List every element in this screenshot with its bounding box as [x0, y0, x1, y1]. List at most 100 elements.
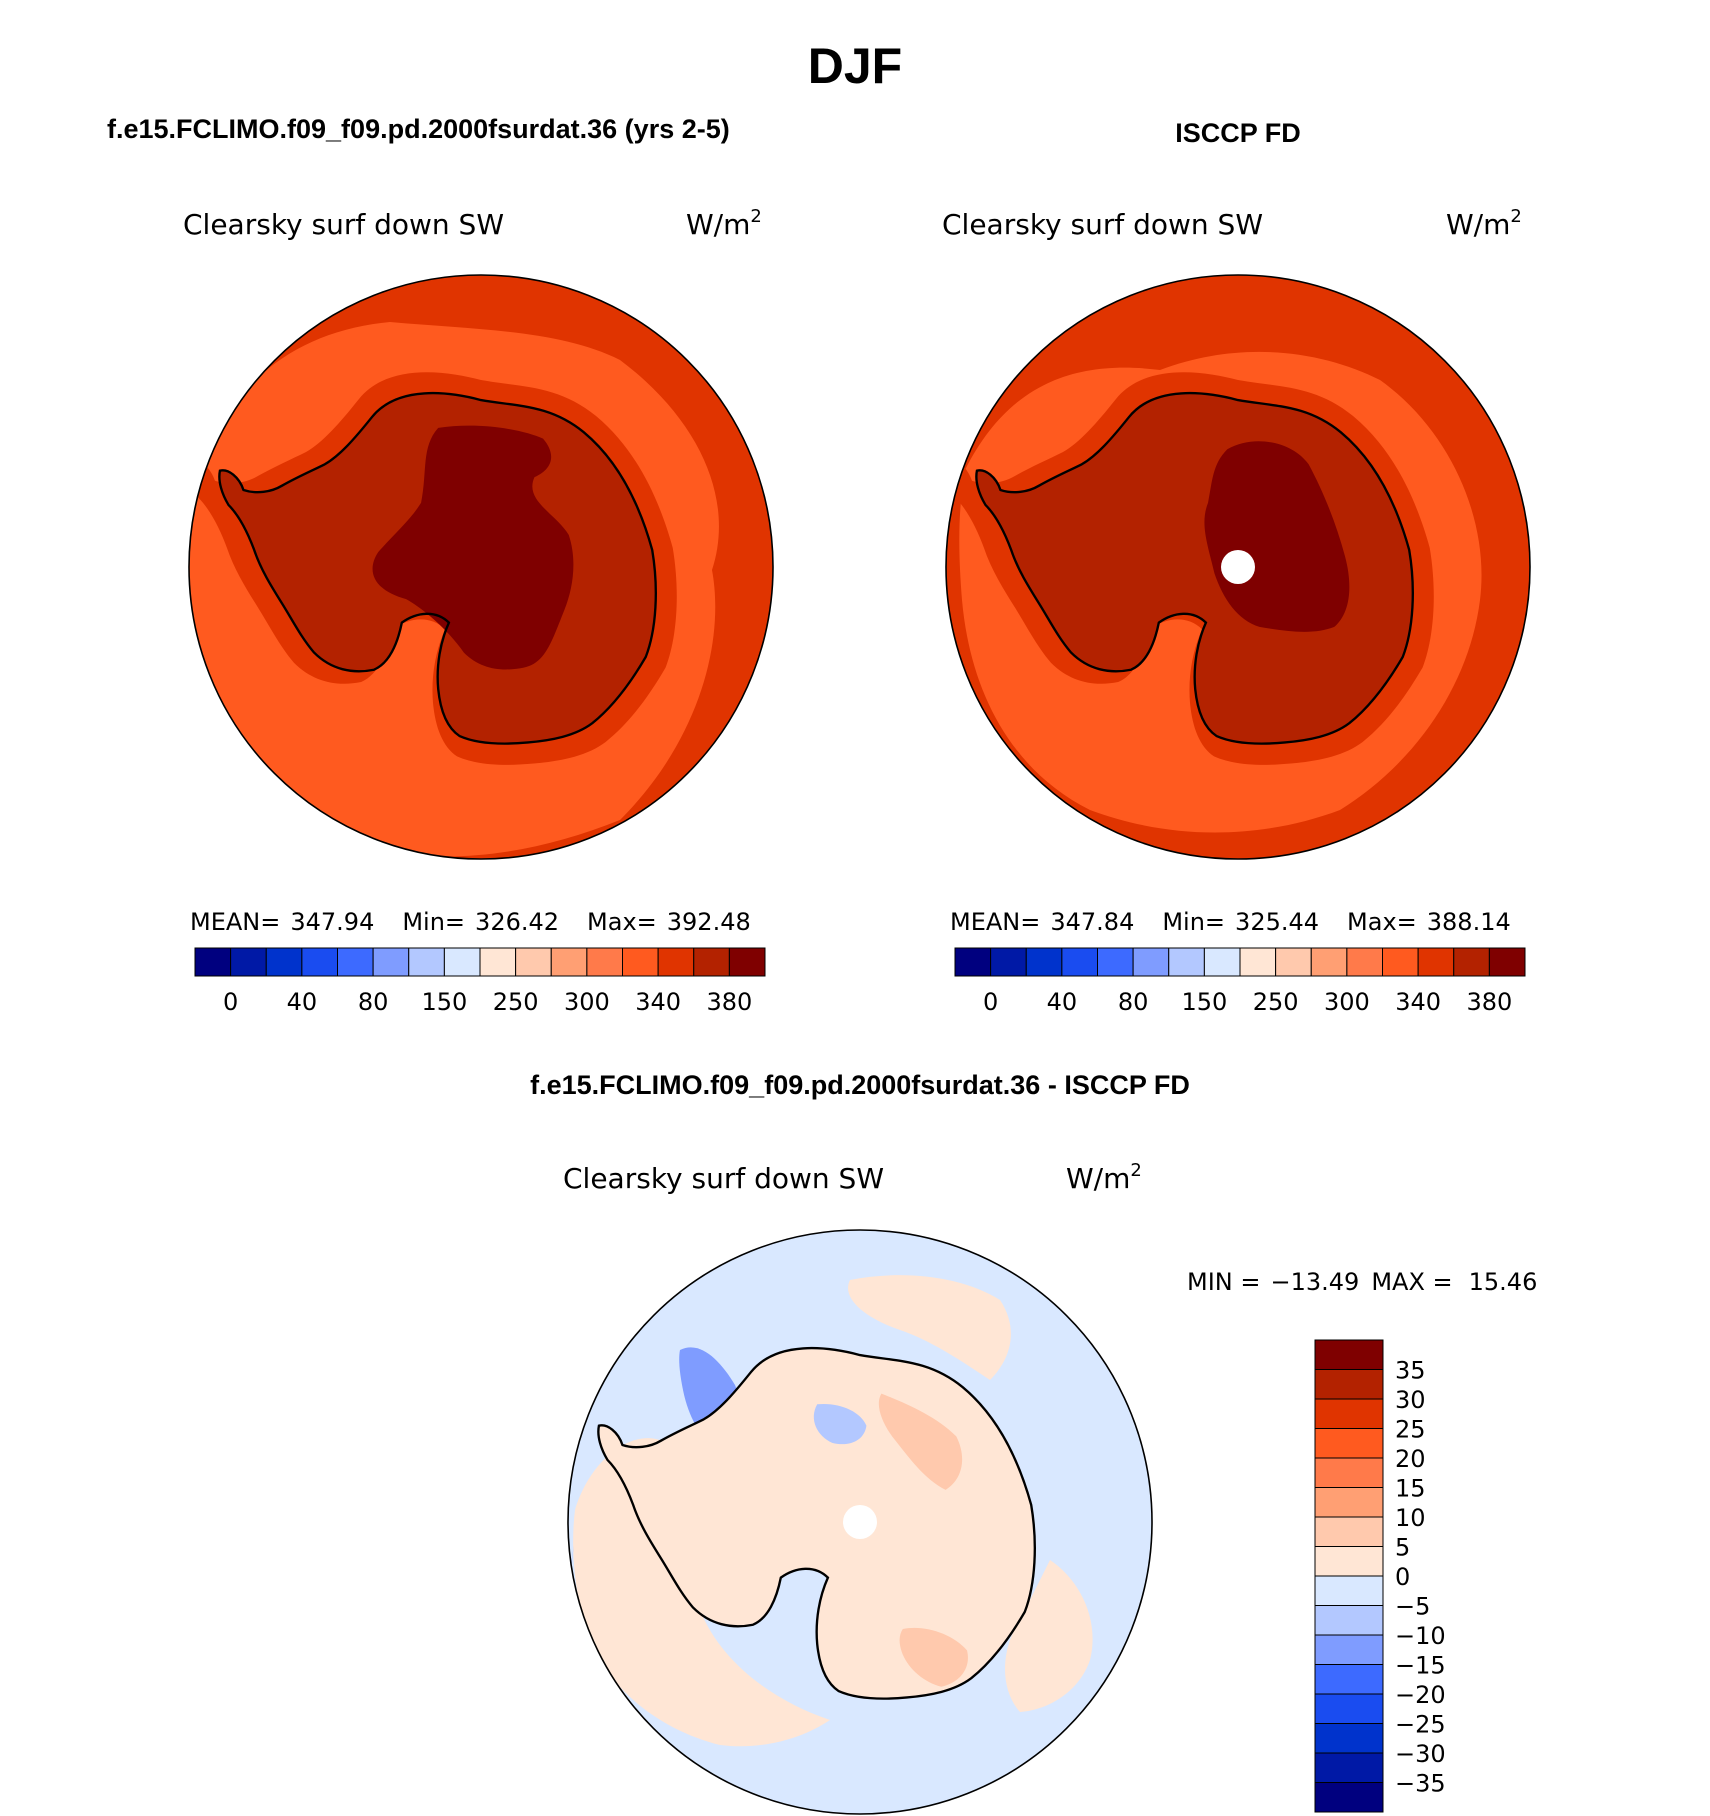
- diff-colorbar-label: 10: [1395, 1504, 1426, 1532]
- obs-colorbar-box: [954, 947, 992, 977]
- diff-map: [568, 1230, 1152, 1814]
- model-colorbar-label: 380: [706, 988, 752, 1016]
- diff-colorbar-label: −5: [1395, 1593, 1430, 1621]
- obs-colorbar-box: [1453, 947, 1490, 977]
- obs-colorbar-box: [1132, 947, 1170, 977]
- diff-units-label: W/m2: [1066, 1160, 1142, 1195]
- model-colorbar-box: [693, 947, 730, 977]
- model-variable-label: Clearsky surf down SW: [183, 208, 504, 241]
- model-colorbar-box: [408, 947, 445, 977]
- model-colorbar-label: 250: [493, 988, 539, 1016]
- model-stats: MEAN= 347.94 Min= 326.42 Max= 392.48: [190, 908, 751, 936]
- obs-colorbar-box: [1346, 947, 1383, 977]
- diff-colorbar-label: −35: [1395, 1770, 1446, 1798]
- obs-colorbar-box: [1097, 947, 1134, 977]
- obs-missing-pole: [1221, 550, 1255, 584]
- model-colorbar-box: [622, 947, 659, 977]
- model-plateau: [372, 425, 574, 670]
- diff-antarctica-neg: [813, 1403, 867, 1445]
- obs-colorbar-label: 80: [1118, 988, 1149, 1016]
- obs-colorbar-box: [1488, 947, 1526, 977]
- diff-missing-pole: [843, 1505, 877, 1539]
- model-colorbar-box: [301, 947, 338, 977]
- obs-colorbar-box: [1417, 947, 1455, 977]
- diff-colorbar-label: −25: [1395, 1711, 1446, 1739]
- diff-colorbar-label: 25: [1395, 1416, 1426, 1444]
- model-map-border: [188, 274, 774, 860]
- obs-colorbar-box: [1061, 947, 1098, 977]
- diff-stats: MIN = −13.49 MAX = 15.46: [1187, 1268, 1537, 1296]
- diff-colorbar-box: [1314, 1398, 1384, 1429]
- diff-colorbar-label: 20: [1395, 1445, 1426, 1473]
- diff-panel-title: f.e15.FCLIMO.f09_f09.pd.2000fsurdat.36 -…: [530, 1070, 1190, 1100]
- model-colorbar-box: [479, 947, 517, 977]
- model-colorbar-label: 40: [287, 988, 318, 1016]
- obs-panel: Clearsky surf down SW W/m2 MEAN= 347.84 Mi…: [942, 206, 1531, 1016]
- diff-colorbar-box: [1314, 1782, 1384, 1813]
- obs-panel-title: ISCCP FD: [1175, 118, 1301, 148]
- diff-pos-region-north: [848, 1275, 1011, 1380]
- obs-variable-label: Clearsky surf down SW: [942, 208, 1263, 241]
- model-colorbar: 0 40 80 150 250 300 340 380: [194, 947, 766, 1016]
- diff-colorbar-box: [1314, 1516, 1384, 1547]
- model-colorbar-box: [372, 947, 410, 977]
- model-colorbar-box: [230, 947, 267, 977]
- obs-colorbar-box: [1025, 947, 1063, 977]
- model-colorbar-box: [586, 947, 623, 977]
- model-colorbar-label: 300: [564, 988, 610, 1016]
- obs-colorbar-label: 340: [1395, 988, 1441, 1016]
- diff-colorbar-label: −10: [1395, 1622, 1446, 1650]
- model-colorbar-box: [265, 947, 303, 977]
- diff-colorbar-label: 30: [1395, 1386, 1426, 1414]
- obs-colorbar: 0 40 80 150 250 300 340 380: [954, 947, 1526, 1016]
- model-units-label: W/m2: [686, 206, 762, 241]
- model-map: [189, 275, 773, 859]
- obs-colorbar-label: 380: [1466, 988, 1512, 1016]
- obs-colorbar-box: [1382, 947, 1419, 977]
- diff-antarctica-pos2: [878, 1393, 963, 1490]
- model-colorbar-label: 340: [635, 988, 681, 1016]
- diff-map-border: [567, 1229, 1153, 1815]
- model-colorbar-label: 0: [223, 988, 238, 1016]
- obs-colorbar-label: 0: [983, 988, 998, 1016]
- model-colorbar-box: [337, 947, 374, 977]
- diff-panel: Clearsky surf down SW W/m2 MIN = −13.49 MA…: [563, 1160, 1537, 1815]
- model-colorbar-box: [443, 947, 481, 977]
- obs-stats: MEAN= 347.84 Min= 325.44 Max= 388.14: [950, 908, 1511, 936]
- diff-colorbar-box: [1314, 1487, 1384, 1518]
- obs-units-label: W/m2: [1446, 206, 1522, 241]
- obs-map: [946, 275, 1530, 859]
- model-colorbar-box: [728, 947, 766, 977]
- diff-colorbar-box: [1314, 1369, 1384, 1400]
- diff-colorbar-box: [1314, 1752, 1384, 1783]
- obs-map-border: [945, 274, 1531, 860]
- diff-colorbar-label: 0: [1395, 1563, 1410, 1591]
- diff-colorbar-label: −15: [1395, 1652, 1446, 1680]
- obs-colorbar-label: 40: [1047, 988, 1078, 1016]
- diff-antarctica-pos2b: [899, 1627, 968, 1687]
- diff-colorbar-box: [1314, 1605, 1384, 1636]
- model-colorbar-box: [657, 947, 695, 977]
- obs-colorbar-label: 250: [1253, 988, 1299, 1016]
- figure-title: DJF: [808, 38, 902, 94]
- diff-pos-region-east: [1005, 1560, 1093, 1712]
- model-panel: Clearsky surf down SW W/m2 MEAN= 347.94 Mi…: [183, 206, 774, 1016]
- diff-colorbar-box: [1314, 1634, 1384, 1665]
- model-colorbar-box: [515, 947, 552, 977]
- diff-colorbar-box: [1314, 1457, 1384, 1488]
- diff-colorbar-box: [1314, 1339, 1384, 1370]
- obs-colorbar-box: [1168, 947, 1205, 977]
- model-colorbar-box: [194, 947, 232, 977]
- diff-colorbar-box: [1314, 1723, 1384, 1754]
- obs-colorbar-box: [1310, 947, 1348, 977]
- diff-colorbar-box: [1314, 1693, 1384, 1724]
- obs-colorbar-box: [1239, 947, 1277, 977]
- diff-colorbar-label: 15: [1395, 1475, 1426, 1503]
- diff-colorbar-box: [1314, 1428, 1384, 1459]
- obs-colorbar-label: 300: [1324, 988, 1370, 1016]
- diff-colorbar-label: −30: [1395, 1740, 1446, 1768]
- model-panel-title: f.e15.FCLIMO.f09_f09.pd.2000fsurdat.36 (…: [107, 114, 730, 144]
- diff-colorbar-box: [1314, 1546, 1384, 1577]
